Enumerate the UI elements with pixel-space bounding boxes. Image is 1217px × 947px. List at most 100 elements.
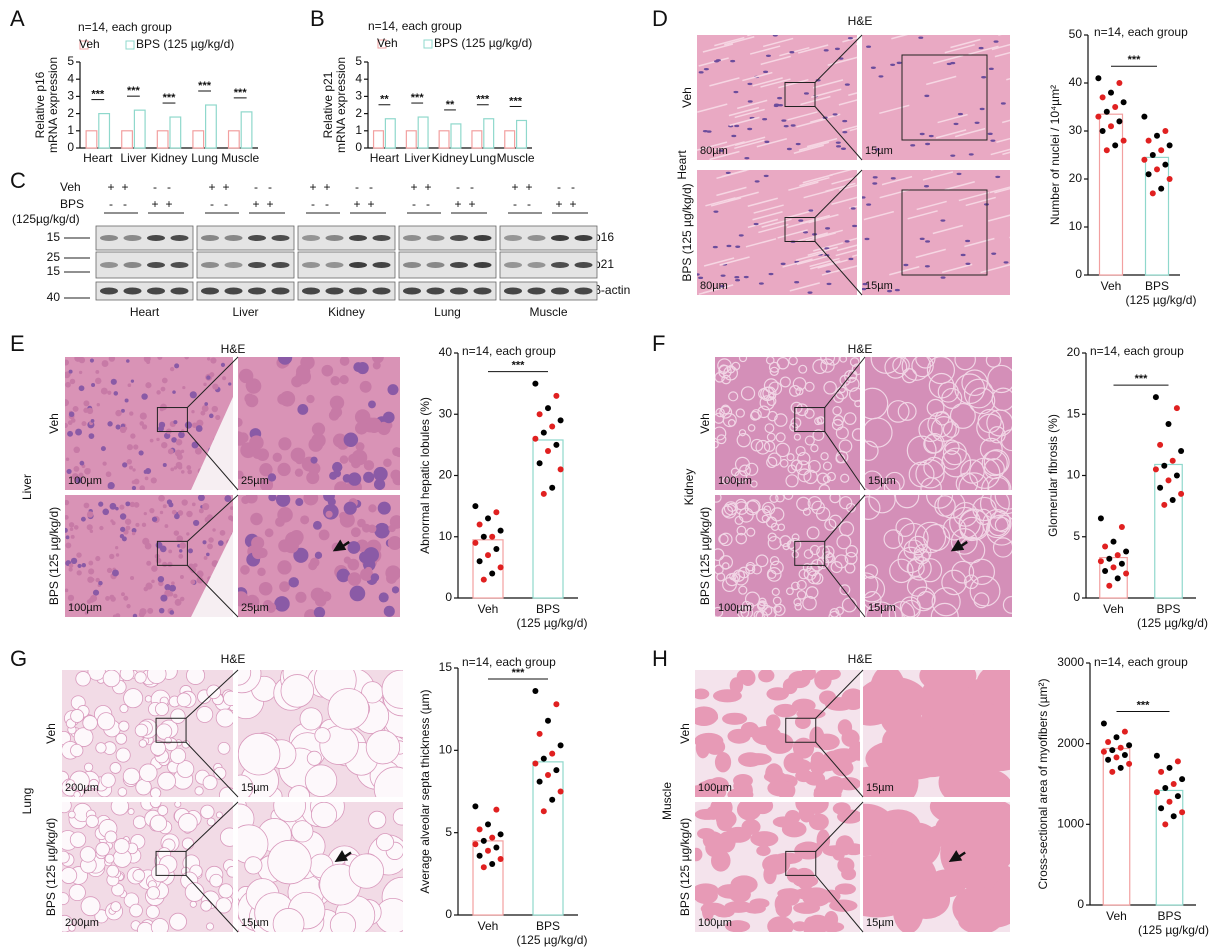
legend-label: Veh: [79, 37, 100, 51]
texture: [135, 522, 140, 527]
texture: [768, 272, 774, 276]
texture: [146, 670, 167, 684]
data-point: [1113, 754, 1120, 761]
data-point: [1179, 809, 1186, 816]
data-point: [1173, 405, 1180, 412]
texture: [740, 670, 756, 687]
texture: [736, 525, 747, 536]
texture: [838, 99, 857, 106]
texture: [220, 362, 226, 367]
texture: [812, 429, 825, 442]
texture: [268, 495, 277, 502]
texture: [715, 810, 737, 829]
bar: [504, 130, 516, 149]
histology-image: [695, 802, 860, 932]
texture: [347, 472, 362, 486]
texture: [384, 421, 393, 430]
texture: [252, 449, 263, 459]
texture: [343, 501, 357, 515]
texture: [862, 196, 866, 199]
texture: [330, 376, 340, 386]
texture: [738, 234, 744, 237]
texture: [752, 77, 783, 87]
texture: [208, 537, 214, 543]
texture: [788, 357, 798, 366]
texture: [295, 591, 307, 603]
texture: [803, 188, 834, 199]
data-point: [1105, 756, 1112, 763]
texture: [814, 417, 823, 426]
lane-sign: -: [527, 197, 531, 211]
texture: [191, 441, 199, 449]
y-tick-label: 3: [67, 89, 74, 103]
x-tick-label: BPS: [1156, 602, 1180, 616]
mw-marker: 15: [47, 264, 61, 278]
texture: [115, 506, 119, 511]
texture: [138, 611, 145, 617]
texture: [697, 141, 728, 151]
texture: [777, 96, 783, 100]
texture: [295, 498, 304, 507]
data-point: [1121, 728, 1128, 735]
texture: [86, 524, 93, 531]
blot-band: [527, 262, 546, 268]
y-tick-label: 10: [439, 529, 453, 543]
texture: [76, 570, 82, 576]
lane-sign: +: [107, 180, 114, 194]
texture: [356, 361, 369, 375]
texture: [811, 572, 824, 585]
blot-band: [473, 235, 492, 241]
blot-band: [325, 235, 344, 241]
x-tick-label: Liver: [404, 151, 430, 165]
texture: [392, 474, 400, 486]
texture: [383, 605, 395, 617]
blot-band: [123, 287, 142, 295]
data-point: [472, 503, 479, 510]
data-point: [1152, 466, 1159, 473]
texture: [119, 426, 127, 434]
texture: [161, 441, 168, 449]
data-point: [1123, 570, 1130, 577]
texture: [968, 558, 996, 586]
texture: [979, 107, 985, 111]
texture: [728, 124, 734, 128]
lane-sign: -: [109, 197, 113, 211]
texture: [295, 368, 312, 385]
texture: [202, 502, 210, 511]
blot-band: [201, 235, 219, 241]
texture: [189, 900, 197, 908]
texture: [764, 140, 770, 144]
significance-label: ***: [234, 87, 248, 99]
texture: [146, 560, 152, 566]
x-tick-label: Heart: [83, 151, 113, 165]
data-point: [1157, 484, 1164, 491]
data-point: [1166, 142, 1173, 149]
texture: [128, 465, 133, 470]
texture: [738, 585, 748, 595]
texture: [733, 570, 749, 586]
texture: [963, 378, 994, 409]
texture: [806, 137, 838, 148]
texture: [288, 785, 311, 797]
data-point: [1178, 448, 1185, 454]
panel-letter: C: [10, 168, 26, 193]
zoom-line: [815, 741, 864, 798]
texture: [776, 357, 790, 370]
lane-sign: +: [165, 197, 172, 211]
texture: [160, 594, 168, 602]
zoom-line: [187, 431, 239, 491]
texture: [774, 894, 788, 914]
inset-box: [901, 54, 988, 141]
texture: [105, 471, 112, 478]
texture: [119, 504, 125, 510]
texture: [238, 670, 252, 686]
texture: [65, 422, 68, 429]
data-point: [1157, 441, 1164, 448]
texture: [139, 412, 147, 420]
texture: [158, 580, 164, 587]
texture: [772, 816, 797, 828]
texture: [318, 529, 330, 541]
texture: [164, 736, 172, 745]
texture: [761, 501, 776, 516]
texture: [865, 575, 886, 603]
